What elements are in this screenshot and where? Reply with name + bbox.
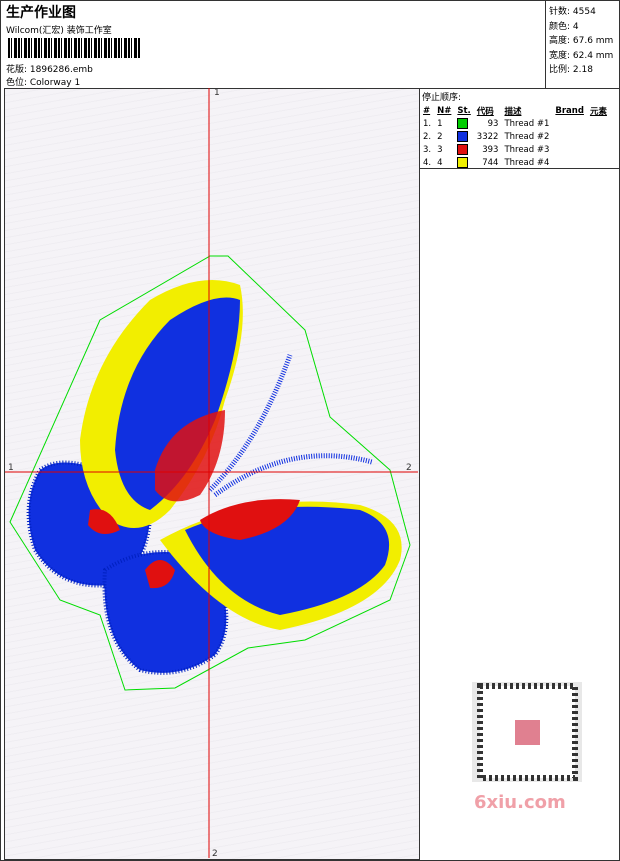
red-right: [200, 499, 300, 540]
stat: 颜色: 4: [549, 21, 579, 32]
row-index: 2.: [423, 131, 432, 142]
axis-label-right: 2: [406, 463, 412, 473]
antenna-2: [213, 453, 373, 498]
column-header: 描述: [504, 106, 522, 117]
row-index: 1.: [423, 118, 432, 129]
needle: 3: [437, 144, 443, 155]
color-cell: [454, 130, 473, 143]
color-swatch: [457, 157, 469, 168]
needle: 1: [437, 118, 443, 129]
row-index: 3.: [423, 144, 432, 155]
description: Thread #2: [504, 131, 550, 142]
sequence-row: 2. 2 3322 Thread #2: [420, 130, 610, 143]
column-header: N#: [437, 105, 452, 116]
description: Thread #1: [504, 118, 550, 129]
column-header: Brand: [555, 105, 584, 116]
stat: 比例: 2.18: [549, 65, 593, 75]
description: Thread #3: [504, 144, 550, 155]
sequence-row: 3. 3 393 Thread #3: [420, 143, 610, 156]
red-left: [88, 509, 120, 534]
colorway: 色位: Colorway 1: [6, 78, 81, 88]
stitches: 744: [482, 157, 499, 168]
stitches: 93: [487, 118, 499, 129]
axis-label-top: 1: [214, 88, 220, 98]
qr-logo: [515, 720, 540, 745]
outline: [9, 255, 411, 691]
title: 生产作业图: [6, 5, 76, 21]
stat: 高度: 67.6 mm: [549, 36, 614, 46]
color-cell: [454, 143, 473, 156]
sequence-table: # N# St. 代码 描述 Brand 元素 1. 1 93 Thread #1 2. 2 3322 Th…: [420, 104, 610, 169]
column-header: 代码: [476, 106, 494, 117]
antenna-1: [208, 354, 293, 492]
stat: 针数: 4554: [549, 7, 596, 17]
stitches: 3322: [476, 131, 499, 142]
description: Thread #4: [504, 157, 550, 168]
axis-label-bottom: 2: [212, 849, 218, 859]
color-swatch: [457, 131, 469, 142]
red-lower: [145, 560, 175, 589]
sequence-row: 1. 1 93 Thread #1: [420, 117, 610, 130]
barcode: [8, 38, 140, 58]
color-swatch: [457, 118, 469, 129]
stitches: 393: [482, 144, 499, 155]
column-header: #: [423, 105, 431, 116]
color-swatch: [457, 144, 469, 155]
watermark: 6xiu.com: [474, 792, 566, 813]
axis-label-left: 1: [8, 463, 14, 473]
design-file: 花版: 1896286.emb: [6, 65, 93, 75]
color-cell: [454, 156, 473, 169]
stat: 宽度: 62.4 mm: [549, 50, 614, 61]
needle: 2: [437, 131, 443, 142]
column-header: 元素: [589, 106, 607, 117]
studio: Wilcom(汇宏) 装饰工作室: [6, 26, 112, 36]
row-index: 4.: [423, 157, 432, 168]
column-header: St.: [457, 105, 471, 116]
sequence-title: 停止顺序:: [422, 93, 462, 103]
red-upper: [155, 410, 225, 502]
color-cell: [454, 117, 473, 130]
sequence-row: 4. 4 744 Thread #4: [420, 156, 610, 169]
needle: 4: [437, 157, 443, 168]
